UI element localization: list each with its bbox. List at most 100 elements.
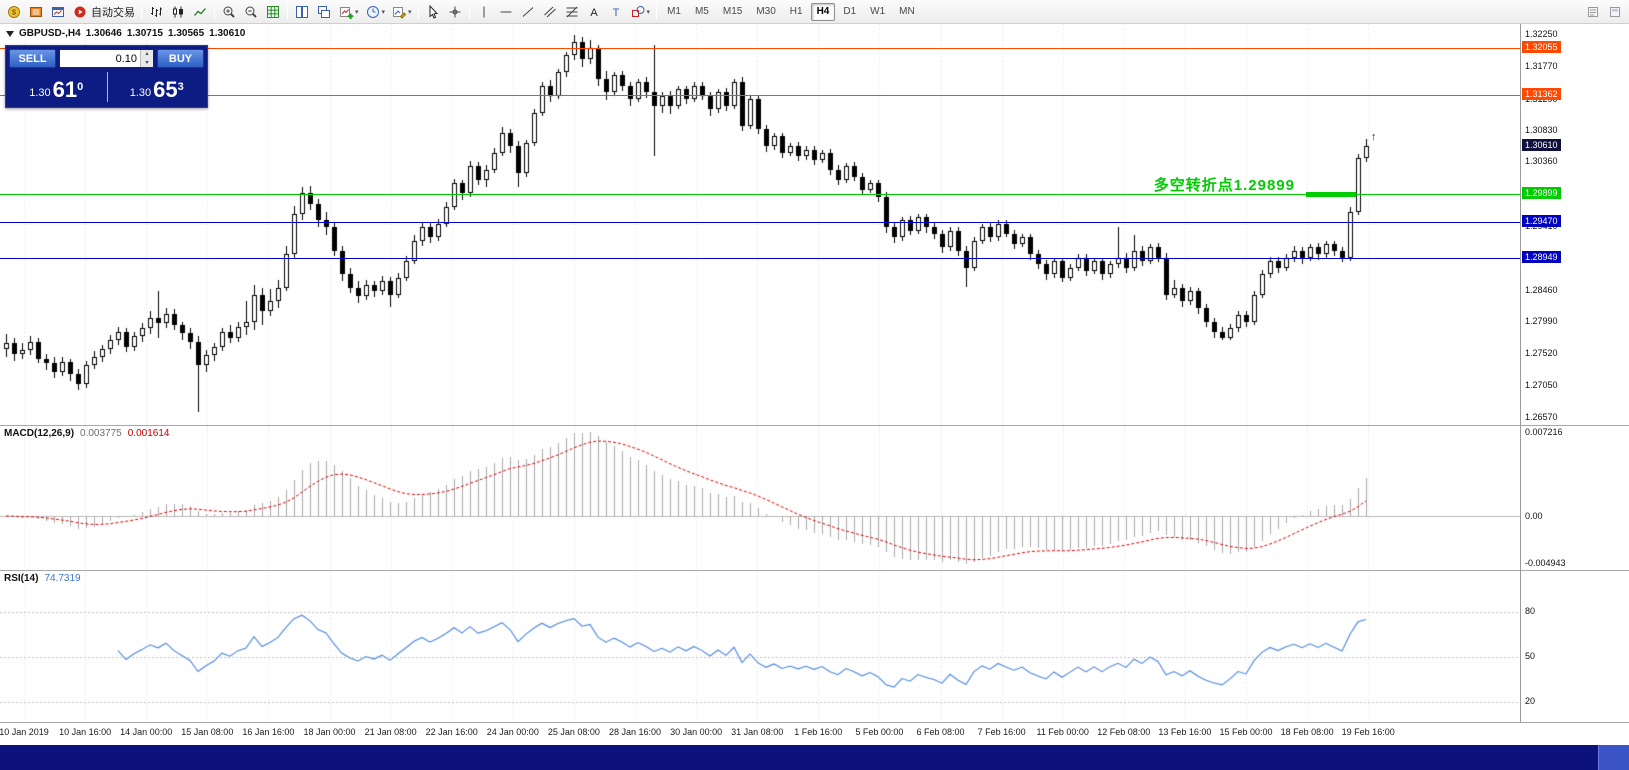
zoom-out-icon	[245, 6, 257, 18]
horizontal-line-object[interactable]	[0, 222, 1520, 223]
auto-trading-label: 自动交易	[91, 6, 135, 19]
fibonacci-button[interactable]	[561, 2, 583, 22]
market-watch-button[interactable]	[25, 2, 47, 22]
cascade-windows-button[interactable]	[313, 2, 335, 22]
market-watch-icon	[30, 6, 42, 17]
buy-button[interactable]: BUY	[157, 49, 204, 68]
window-list-button[interactable]	[1604, 2, 1626, 22]
lot-spinner: ▴ ▾	[140, 50, 153, 67]
auto-trading-button[interactable]: 自动交易	[69, 2, 138, 22]
time-axis-label: 5 Feb 00:00	[855, 727, 904, 737]
templates-button[interactable]: ▾	[388, 2, 415, 22]
zoom-out-button[interactable]	[240, 2, 262, 22]
lot-increase-button[interactable]: ▴	[141, 50, 153, 59]
trendline-button[interactable]	[517, 2, 539, 22]
chevron-down-icon: ▾	[408, 8, 412, 16]
macd-canvas[interactable]	[0, 426, 1520, 570]
cursor-button[interactable]	[422, 2, 444, 22]
chart-symbol-icon	[6, 30, 14, 37]
line-chart-type-button[interactable]	[189, 2, 211, 22]
tile-windows-button[interactable]	[291, 2, 313, 22]
zoom-in-button[interactable]	[218, 2, 240, 22]
timeframe-button-m5[interactable]: M5	[689, 3, 715, 21]
rsi-canvas[interactable]	[0, 571, 1520, 722]
timeframe-button-d1[interactable]: D1	[837, 3, 862, 21]
timeframe-button-h4[interactable]: H4	[810, 2, 836, 21]
tile-windows-icon	[296, 5, 308, 18]
rsi-label: RSI(14) 74.7319	[4, 573, 81, 584]
lot-size-value[interactable]: 0.10	[115, 52, 137, 65]
time-axis-label: 13 Feb 16:00	[1158, 727, 1212, 737]
text-icon: A	[590, 7, 598, 19]
time-axis-label: 24 Jan 00:00	[486, 727, 539, 737]
grid-button[interactable]	[262, 2, 284, 22]
toolbar-options-icon	[1588, 6, 1598, 17]
periods-button[interactable]: ▾	[362, 2, 389, 22]
grid-icon	[267, 5, 279, 18]
price-scale-tick: 1.27520	[1525, 348, 1558, 358]
new-order-button[interactable]: $	[3, 2, 25, 22]
trendline-highlight-segment[interactable]	[1306, 192, 1356, 197]
horizontal-line-object[interactable]	[0, 95, 1520, 96]
svg-text:$: $	[12, 7, 17, 16]
label-button[interactable]: T	[605, 2, 627, 22]
chart-quote-label: GBPUSD-,H4 1.30646 1.30715 1.30565 1.306…	[6, 28, 245, 39]
time-axis-label: 6 Feb 08:00	[916, 727, 965, 737]
text-button[interactable]: A	[583, 2, 605, 22]
sell-price[interactable]: 1.30 61 0	[29, 77, 84, 102]
time-axis[interactable]: 10 Jan 2019 10 Jan 16:00 14 Jan 00:00 15 Ja…	[0, 723, 1629, 745]
vertical-line-button[interactable]	[473, 2, 495, 22]
channel-button[interactable]	[539, 2, 561, 22]
time-axis-label: 16 Jan 16:00	[242, 727, 295, 737]
toolbar-separator	[468, 3, 470, 20]
rsi-scale[interactable]: 80 50 20	[1520, 571, 1629, 723]
indicators-icon	[340, 6, 354, 19]
timeframe-button-h1[interactable]: H1	[784, 3, 809, 21]
rsi-level-label: 50	[1525, 651, 1536, 661]
time-axis-label: 1 Feb 16:00	[794, 727, 843, 737]
timeframe-button-m15[interactable]: M15	[717, 3, 748, 21]
candlestick-type-button[interactable]	[167, 2, 189, 22]
indicators-button[interactable]: ▾	[335, 2, 362, 22]
price-chart-canvas[interactable]	[0, 24, 1520, 425]
horizontal-line-object[interactable]	[0, 48, 1520, 49]
symbol-timeframe-label: GBPUSD-,H4	[19, 28, 81, 39]
shapes-button[interactable]: ▾	[627, 2, 654, 22]
price-scale-tick: 1.26570	[1525, 412, 1558, 422]
line-price-label: 1.29470	[1522, 215, 1561, 227]
rsi-pane[interactable]: RSI(14) 74.7319	[0, 571, 1520, 723]
buy-price[interactable]: 1.30 65 3	[129, 77, 184, 102]
timeframe-button-w1[interactable]: W1	[864, 3, 891, 21]
turning-point-annotation[interactable]: 多空转折点1.29899	[1153, 177, 1295, 194]
time-axis-label: 14 Jan 00:00	[120, 727, 173, 737]
timeframe-button-mn[interactable]: MN	[893, 3, 921, 21]
bar-chart-type-button[interactable]	[145, 2, 167, 22]
toolbar-options-button[interactable]	[1582, 2, 1604, 22]
price-scale[interactable]: 1.322501.317701.312901.308301.303601.298…	[1520, 24, 1629, 426]
macd-pane[interactable]: MACD(12,26,9) 0.003775 0.001614	[0, 426, 1520, 571]
horizontal-line-object[interactable]	[0, 258, 1520, 259]
fibonacci-icon	[566, 6, 578, 17]
trade-panel-divider	[106, 72, 108, 102]
rsi-level-label: 80	[1525, 606, 1536, 616]
time-axis-label: 11 Feb 00:00	[1036, 727, 1089, 737]
cursor-icon	[429, 4, 438, 19]
toolbar-separator	[656, 3, 658, 20]
timeframe-button-m30[interactable]: M30	[750, 3, 781, 21]
macd-signal-value: 0.001614	[127, 428, 170, 439]
timeframe-button-m1[interactable]: M1	[661, 3, 687, 21]
rsi-level-label: 20	[1525, 696, 1536, 706]
current-price-label: 1.30610	[1522, 139, 1561, 151]
svg-text:A: A	[590, 7, 598, 19]
lot-size-field[interactable]: 0.10 ▴ ▾	[59, 49, 154, 68]
horizontal-line-object[interactable]	[0, 194, 1520, 195]
crosshair-button[interactable]	[444, 2, 466, 22]
chevron-down-icon: ▾	[355, 8, 359, 16]
horizontal-line-button[interactable]	[495, 2, 517, 22]
lot-decrease-button[interactable]: ▾	[141, 58, 153, 67]
sell-button[interactable]: SELL	[9, 49, 56, 68]
macd-scale[interactable]: 0.007216 0.00 -0.004943	[1520, 426, 1629, 571]
chart-window-button[interactable]	[47, 2, 69, 22]
price-chart-pane[interactable]: GBPUSD-,H4 1.30646 1.30715 1.30565 1.306…	[0, 24, 1520, 426]
